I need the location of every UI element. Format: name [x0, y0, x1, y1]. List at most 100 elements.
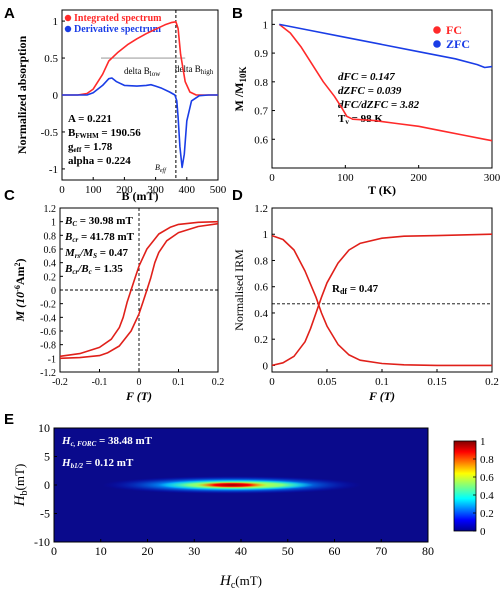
- stat-mrs-val: = 0.47: [97, 247, 129, 259]
- x-tick-label: 400: [179, 184, 196, 196]
- panel-b-ylabel: M /M10K: [232, 66, 248, 111]
- annotation-beff: Beff: [155, 163, 167, 174]
- x-tick-label: -0.1: [92, 377, 108, 388]
- y-tick-label: 0.8: [254, 77, 268, 89]
- panel-e-stats: Hc, FORC = 38.48 mT Hb1/2 = 0.12 mT: [61, 435, 153, 470]
- panel-a-stats: A = 0.221 BFWHM = 190.56 geff = 1.78 alp…: [68, 113, 141, 167]
- x-tick-label: 10: [95, 544, 107, 558]
- panel-d-frame: [271, 207, 493, 373]
- panel-b-frame: [271, 9, 493, 169]
- colorbar-ticks: 0 0.2 0.4 0.6 0.8 1: [473, 436, 494, 538]
- x-tick-label: 0: [269, 376, 275, 388]
- legend-dot-fc: [433, 26, 441, 34]
- x-tick-label: 80: [422, 544, 434, 558]
- panel-letter-e: E: [4, 411, 14, 428]
- x-tick-label: 0.1: [172, 377, 185, 388]
- panel-a-legend: Integrated spectrum Derivative spectrum: [64, 13, 162, 35]
- panel-e-xlabel-unit: (mT): [235, 573, 262, 588]
- x-tick-label: 0.2: [485, 376, 499, 388]
- x-tick-label: 0.05: [317, 376, 337, 388]
- stat-bcrbc-main: B: [64, 263, 72, 275]
- panel-d: [271, 207, 493, 373]
- panel-c-series-2-line: [59, 222, 219, 360]
- stat-hc-val: = 38.48 mT: [96, 435, 152, 447]
- stat-geff: geff = 1.78: [68, 141, 113, 154]
- y-tick-label: 0.4: [44, 259, 57, 270]
- y-tick-label: 0: [51, 286, 56, 297]
- panel-b-stats: dFC = 0.147 dZFC = 0.039 dFC/dZFC = 3.82…: [338, 71, 420, 126]
- stat-a: A = 0.221: [68, 113, 112, 125]
- stat-mrs-ms: Mrs/MS = 0.47: [64, 247, 129, 260]
- x-tick-label: 100: [85, 184, 102, 196]
- annotation-delta-bhigh-sub: high: [201, 68, 214, 76]
- stat-dfc: dFC = 0.147: [338, 71, 395, 83]
- y-tick-label: 0.8: [44, 231, 57, 242]
- x-tick-label: 70: [375, 544, 387, 558]
- y-tick-label: 0: [53, 90, 59, 102]
- colorbar-tick-label: 0.6: [480, 472, 494, 484]
- annotation-delta-blow-sub: low: [150, 70, 161, 78]
- annotation-rdf-main: R: [332, 283, 341, 295]
- x-tick-label: -0.2: [52, 377, 68, 388]
- x-tick-label: 50: [282, 544, 294, 558]
- panel-c-ylabel-sup: -6: [13, 285, 22, 292]
- stat-mrs-mid: /M: [79, 247, 94, 259]
- panel-e-ticks: 0 10 20 30 40 50 60 70 80 -10 -5 0 5 10: [34, 421, 434, 558]
- stat-bcr-bc: Bcr/Bc = 1.35: [64, 263, 123, 276]
- y-tick-label: 1.2: [44, 204, 57, 215]
- y-tick-label: 1: [51, 218, 56, 229]
- y-tick-label: -0.8: [40, 341, 56, 352]
- stat-bfwhm-main: B: [68, 127, 76, 139]
- stat-bc-main: B: [64, 215, 72, 227]
- annotation-rdf-val: = 0.47: [347, 283, 379, 295]
- colorbar-tick-label: 0.8: [480, 454, 494, 466]
- panel-c-xlabel: F (T): [125, 389, 152, 403]
- legend-dot-zfc: [433, 40, 441, 48]
- stat-bcrbc-mid: /B: [77, 263, 88, 275]
- x-tick-label: 0: [137, 377, 142, 388]
- stat-bcrbc-val: = 1.35: [92, 263, 124, 275]
- panel-c-ticks: -0.2 -0.1 0 0.1 0.2 -1.2 -1 -0.8 -0.6 -0.4 -0.2 0 0.…: [40, 204, 224, 388]
- stat-bcr-main: B: [64, 231, 72, 243]
- x-tick-label: 20: [142, 544, 154, 558]
- stat-bcr-sub: cr: [72, 236, 78, 244]
- y-tick-label: -5: [40, 507, 50, 521]
- colorbar: [453, 440, 477, 532]
- y-tick-label: 0: [263, 360, 269, 372]
- panel-e-xlabel-sub: c: [231, 580, 236, 591]
- y-tick-label: -0.5: [41, 127, 59, 139]
- y-tick-label: 0: [44, 478, 50, 492]
- y-tick-label: 0.4: [254, 308, 268, 320]
- legend-dot-derivative: [64, 25, 72, 33]
- stat-alpha: alpha = 0.224: [68, 155, 131, 167]
- stat-geff-main: g: [68, 141, 74, 153]
- annotation-delta-blow: delta Blow: [124, 66, 161, 78]
- panel-b-ticks: 0 100 200 300 0.6 0.7 0.8 0.9 1: [254, 19, 500, 184]
- stat-geff-val: = 1.78: [81, 141, 113, 153]
- annotation-rdf: Rdf = 0.47: [332, 283, 379, 296]
- x-tick-label: 0: [59, 184, 65, 196]
- y-tick-label: 1.2: [254, 203, 268, 215]
- y-tick-label: 0.6: [44, 245, 57, 256]
- stat-bcr-val: = 41.78 mT: [78, 231, 134, 243]
- stat-mrs-sub2: S: [93, 252, 97, 260]
- panel-d-series-1-line: [271, 233, 493, 367]
- y-tick-label: 1: [263, 19, 269, 31]
- y-tick-label: -1.2: [40, 368, 56, 379]
- y-tick-label: 0.6: [254, 282, 268, 294]
- panel-letter-b: B: [232, 5, 243, 22]
- stat-dfc-dzfc: dFC/dZFC = 3.82: [338, 99, 420, 111]
- y-tick-label: -10: [34, 535, 50, 549]
- stat-bfwhm-val: = 190.56: [99, 127, 142, 139]
- x-tick-label: 0.2: [212, 377, 225, 388]
- y-tick-label: -0.2: [40, 300, 56, 311]
- panel-a-xlabel: B (mT): [122, 189, 159, 203]
- stat-bcrbc-sub: cr: [72, 268, 78, 276]
- panel-d-ylabel: Normalised IRM: [232, 249, 246, 331]
- panel-e-ylabel: Hb(mT): [12, 464, 30, 508]
- y-tick-label: -0.4: [40, 313, 56, 324]
- x-tick-label: 40: [235, 544, 247, 558]
- x-tick-label: 500: [210, 184, 227, 196]
- y-tick-label: 0.9: [254, 48, 268, 60]
